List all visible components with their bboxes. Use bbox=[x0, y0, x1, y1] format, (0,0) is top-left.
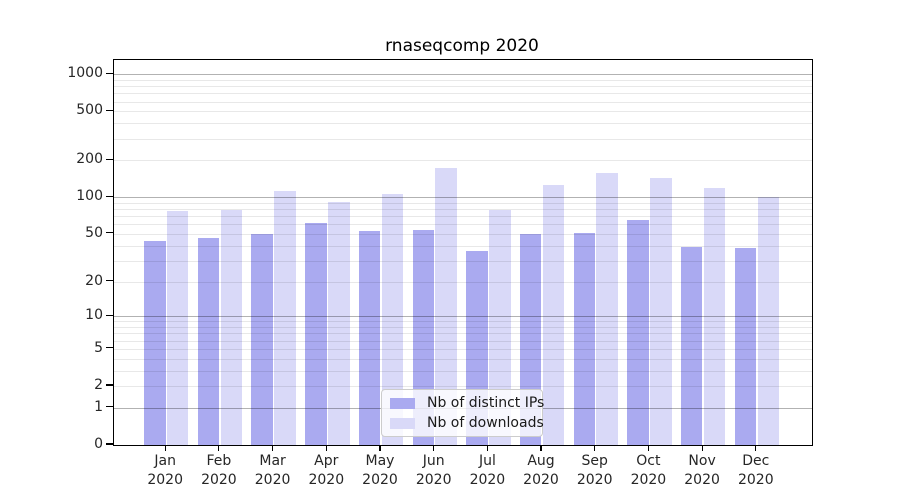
bar-downloads-jan bbox=[166, 211, 189, 445]
legend-entry-distinct-ips: Nb of distinct IPs bbox=[390, 395, 544, 411]
bar-downloads-mar bbox=[274, 191, 296, 445]
bar-downloads-jul bbox=[489, 210, 511, 445]
x-tick-mark-dec bbox=[755, 445, 757, 451]
y-tick-mark-1 bbox=[106, 406, 113, 408]
x-tick-mark-jan bbox=[164, 445, 166, 451]
legend-label-downloads: Nb of downloads bbox=[427, 415, 544, 431]
y-tick-label-1: 1 bbox=[94, 398, 103, 415]
x-tick-label-aug: Aug 2020 bbox=[523, 453, 559, 488]
y-tick-label-10: 10 bbox=[85, 307, 103, 324]
bar-distinct-ips-feb bbox=[197, 238, 220, 445]
bar-downloads-nov bbox=[703, 187, 726, 445]
x-tick-label-feb: Feb 2020 bbox=[201, 453, 237, 488]
bar-downloads-aug bbox=[542, 185, 565, 445]
bar-distinct-ips-may bbox=[358, 230, 381, 445]
x-tick-label-jan: Jan 2020 bbox=[147, 453, 183, 488]
y-tick-mark-200 bbox=[106, 158, 113, 160]
x-tick-label-dec: Dec 2020 bbox=[737, 453, 774, 488]
y-tick-label-100: 100 bbox=[76, 188, 103, 205]
x-tick-mark-mar bbox=[272, 445, 274, 451]
bar-downloads-jun bbox=[435, 168, 457, 445]
bar-distinct-ips-sep bbox=[573, 232, 595, 445]
y-tick-mark-1000 bbox=[106, 72, 113, 74]
y-tick-label-0: 0 bbox=[94, 436, 103, 452]
x-tick-label-sep: Sep 2020 bbox=[576, 453, 613, 488]
bar-downloads-may bbox=[381, 194, 404, 445]
y-tick-label-5: 5 bbox=[94, 339, 103, 356]
y-tick-label-50: 50 bbox=[85, 224, 103, 241]
y-tick-mark-5 bbox=[106, 347, 113, 349]
legend-swatch-distinct-ips bbox=[390, 397, 415, 409]
x-tick-mark-apr bbox=[325, 445, 327, 451]
bar-distinct-ips-dec bbox=[734, 248, 757, 445]
x-tick-mark-jul bbox=[486, 445, 488, 451]
bar-downloads-dec bbox=[757, 196, 779, 445]
x-tick-mark-aug bbox=[540, 445, 542, 451]
bar-distinct-ips-oct bbox=[627, 220, 649, 445]
y-tick-label-20: 20 bbox=[85, 272, 103, 289]
y-tick-label-500: 500 bbox=[76, 102, 103, 119]
bar-downloads-feb bbox=[220, 209, 243, 445]
y-tick-mark-100 bbox=[106, 195, 113, 197]
y-tick-mark-2 bbox=[106, 384, 113, 386]
legend-label-distinct-ips: Nb of distinct IPs bbox=[427, 395, 545, 411]
x-tick-mark-sep bbox=[594, 445, 596, 451]
x-tick-label-may: May 2020 bbox=[362, 453, 398, 488]
y-tick-label-200: 200 bbox=[76, 151, 103, 168]
x-tick-mark-may bbox=[379, 445, 381, 451]
y-tick-mark-20 bbox=[106, 279, 113, 282]
bar-distinct-ips-mar bbox=[251, 233, 273, 445]
y-tick-mark-10 bbox=[106, 314, 113, 316]
x-tick-mark-jun bbox=[433, 445, 435, 451]
bar-downloads-sep bbox=[596, 173, 618, 445]
legend: Nb of distinct IPs Nb of downloads bbox=[381, 389, 544, 437]
bars-layer bbox=[114, 60, 812, 445]
bar-downloads-apr bbox=[328, 201, 350, 445]
x-tick-mark-feb bbox=[218, 445, 220, 451]
legend-swatch-downloads bbox=[390, 417, 415, 429]
x-tick-label-nov: Nov 2020 bbox=[684, 453, 720, 488]
x-tick-label-mar: Mar 2020 bbox=[254, 453, 291, 488]
legend-entry-downloads: Nb of downloads bbox=[390, 415, 544, 431]
bar-distinct-ips-nov bbox=[680, 246, 703, 445]
y-tick-label-1000: 1000 bbox=[67, 65, 103, 82]
x-tick-label-apr: Apr 2020 bbox=[308, 453, 345, 488]
bar-distinct-ips-apr bbox=[305, 223, 327, 445]
bar-downloads-oct bbox=[650, 178, 672, 445]
plot-area bbox=[113, 59, 813, 446]
y-tick-mark-500 bbox=[106, 109, 113, 111]
y-tick-mark-0 bbox=[106, 443, 113, 445]
bar-distinct-ips-jan bbox=[144, 240, 166, 445]
chart-title: rnaseqcomp 2020 bbox=[385, 36, 539, 56]
y-tick-mark-50 bbox=[106, 232, 113, 234]
x-tick-label-oct: Oct 2020 bbox=[630, 453, 667, 488]
y-tick-label-2: 2 bbox=[94, 377, 103, 393]
x-tick-label-jul: Jul 2020 bbox=[469, 453, 506, 488]
x-tick-label-jun: Jun 2020 bbox=[415, 453, 452, 488]
x-tick-mark-nov bbox=[701, 445, 703, 451]
x-tick-mark-oct bbox=[647, 445, 649, 451]
